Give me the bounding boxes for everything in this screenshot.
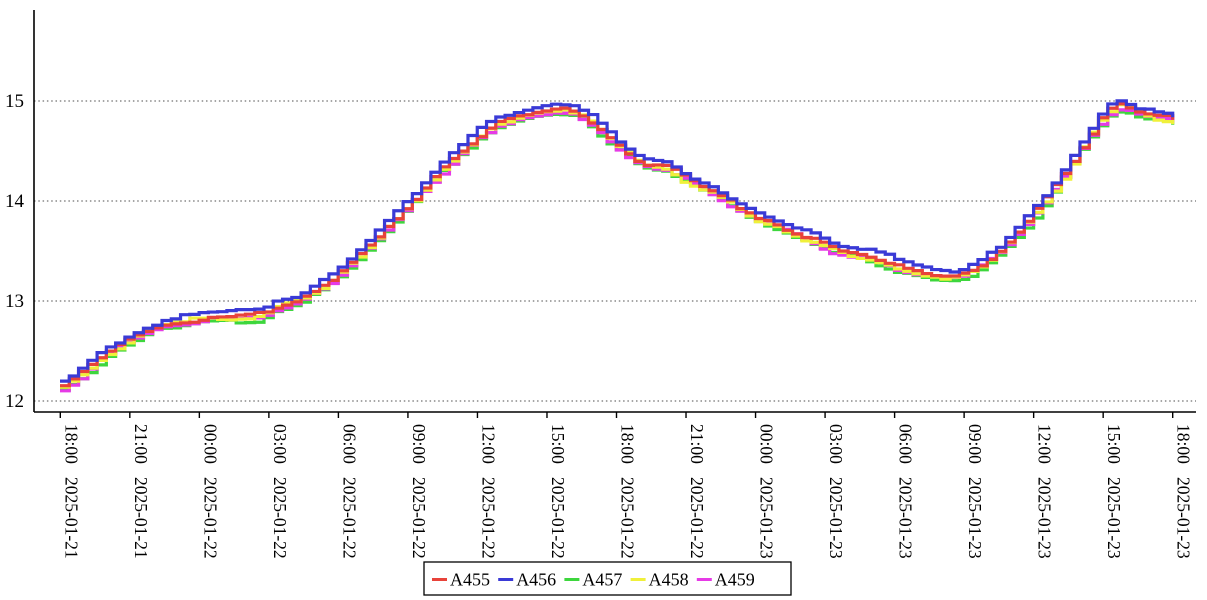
svg-text:A459: A459 xyxy=(715,570,755,590)
svg-text:18:00: 18:00 xyxy=(618,424,638,464)
svg-text:2025-01-21: 2025-01-21 xyxy=(61,477,81,559)
svg-text:12: 12 xyxy=(5,391,24,412)
svg-text:15:00: 15:00 xyxy=(548,424,568,464)
svg-text:06:00: 06:00 xyxy=(896,424,916,464)
svg-text:2025-01-22: 2025-01-22 xyxy=(409,477,429,559)
svg-text:13: 13 xyxy=(5,291,24,312)
svg-text:15: 15 xyxy=(5,91,24,112)
svg-text:00:00: 00:00 xyxy=(200,424,220,464)
svg-text:00:00: 00:00 xyxy=(757,424,777,464)
svg-text:14: 14 xyxy=(5,191,25,212)
svg-text:12:00: 12:00 xyxy=(1035,424,1055,464)
svg-text:18:00: 18:00 xyxy=(1174,424,1194,464)
svg-text:2025-01-23: 2025-01-23 xyxy=(757,477,777,559)
svg-text:21:00: 21:00 xyxy=(687,424,707,464)
svg-text:09:00: 09:00 xyxy=(409,424,429,464)
svg-text:03:00: 03:00 xyxy=(270,424,290,464)
svg-text:2025-01-23: 2025-01-23 xyxy=(1174,477,1194,559)
svg-text:12:00: 12:00 xyxy=(478,424,498,464)
svg-text:2025-01-23: 2025-01-23 xyxy=(1035,477,1055,559)
svg-text:A456: A456 xyxy=(516,570,556,590)
svg-text:2025-01-23: 2025-01-23 xyxy=(1104,477,1124,559)
svg-text:A457: A457 xyxy=(582,570,622,590)
svg-text:06:00: 06:00 xyxy=(339,424,359,464)
svg-text:2025-01-23: 2025-01-23 xyxy=(965,477,985,559)
svg-text:2025-01-21: 2025-01-21 xyxy=(131,477,151,559)
svg-text:2025-01-23: 2025-01-23 xyxy=(826,477,846,559)
svg-text:2025-01-22: 2025-01-22 xyxy=(548,477,568,559)
svg-text:2025-01-22: 2025-01-22 xyxy=(478,477,498,559)
svg-text:2025-01-23: 2025-01-23 xyxy=(896,477,916,559)
svg-text:2025-01-22: 2025-01-22 xyxy=(339,477,359,559)
svg-text:A458: A458 xyxy=(649,570,689,590)
svg-text:2025-01-22: 2025-01-22 xyxy=(270,477,290,559)
svg-text:09:00: 09:00 xyxy=(965,424,985,464)
svg-text:A455: A455 xyxy=(450,570,490,590)
svg-text:18:00: 18:00 xyxy=(61,424,81,464)
svg-text:15:00: 15:00 xyxy=(1104,424,1124,464)
svg-text:03:00: 03:00 xyxy=(826,424,846,464)
svg-text:2025-01-22: 2025-01-22 xyxy=(687,477,707,559)
svg-text:2025-01-22: 2025-01-22 xyxy=(200,477,220,559)
svg-text:2025-01-22: 2025-01-22 xyxy=(618,477,638,559)
svg-text:21:00: 21:00 xyxy=(131,424,151,464)
